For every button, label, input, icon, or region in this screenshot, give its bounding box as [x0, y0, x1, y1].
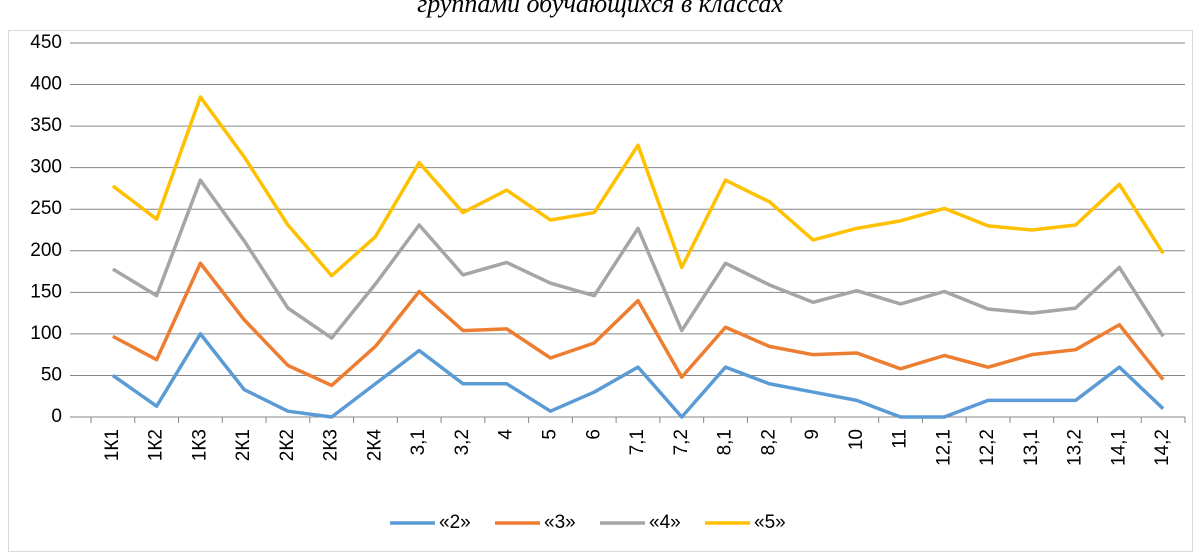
- x-tick-label: 13,1: [1021, 429, 1042, 466]
- chart-border: [8, 30, 1193, 552]
- series-line: [111, 178, 1165, 340]
- x-tick-label: 3,2: [452, 429, 473, 455]
- chart-title: группами обучающихся в классах: [417, 0, 783, 18]
- x-tick-label: 8,2: [758, 429, 779, 455]
- y-tick-label: 450: [30, 32, 62, 53]
- x-tick-label: 13,2: [1065, 429, 1086, 466]
- x-tick-label: 2К1: [233, 429, 254, 461]
- series-line: [112, 261, 1165, 388]
- y-tick-label: 300: [30, 157, 62, 178]
- x-tick-label: 6: [583, 429, 604, 440]
- series-line: [111, 332, 1165, 419]
- x-tick-label: 1К2: [146, 429, 167, 461]
- y-tick-label: 350: [30, 115, 62, 136]
- y-tick-label: 400: [30, 74, 62, 95]
- x-tick-label: 10: [846, 429, 867, 450]
- x-tick-label: 7,1: [627, 429, 648, 455]
- y-tick-label: 150: [30, 281, 62, 302]
- y-tick-label: 0: [51, 406, 62, 427]
- legend-label: «2»: [439, 512, 471, 533]
- x-tick-label: 1К3: [189, 429, 210, 461]
- x-tick-label: 9: [802, 429, 823, 440]
- y-tick-label: 250: [30, 198, 62, 219]
- x-tick-label: 12,2: [977, 429, 998, 466]
- legend-label: «4»: [649, 512, 681, 533]
- y-tick-label: 200: [30, 240, 62, 261]
- x-tick-label: 4: [496, 429, 517, 440]
- x-tick-label: 7,2: [671, 429, 692, 455]
- legend-label: «5»: [754, 512, 786, 533]
- x-tick-label: 14,1: [1108, 429, 1129, 466]
- x-tick-label: 2К3: [321, 429, 342, 461]
- x-tick-label: 14,2: [1152, 429, 1173, 466]
- legend-label: «3»: [544, 512, 576, 533]
- x-tick-label: 12,1: [933, 429, 954, 466]
- y-tick-label: 50: [41, 364, 62, 385]
- x-tick-label: 8,1: [715, 429, 736, 455]
- x-tick-label: 2К4: [364, 429, 385, 462]
- x-tick-label: 1К1: [102, 429, 123, 461]
- x-tick-label: 11: [890, 429, 911, 449]
- x-tick-label: 3,1: [408, 429, 429, 455]
- series-line: [111, 95, 1165, 278]
- y-tick-label: 100: [30, 323, 62, 344]
- x-tick-label: 2К2: [277, 429, 298, 461]
- x-tick-label: 5: [539, 429, 560, 440]
